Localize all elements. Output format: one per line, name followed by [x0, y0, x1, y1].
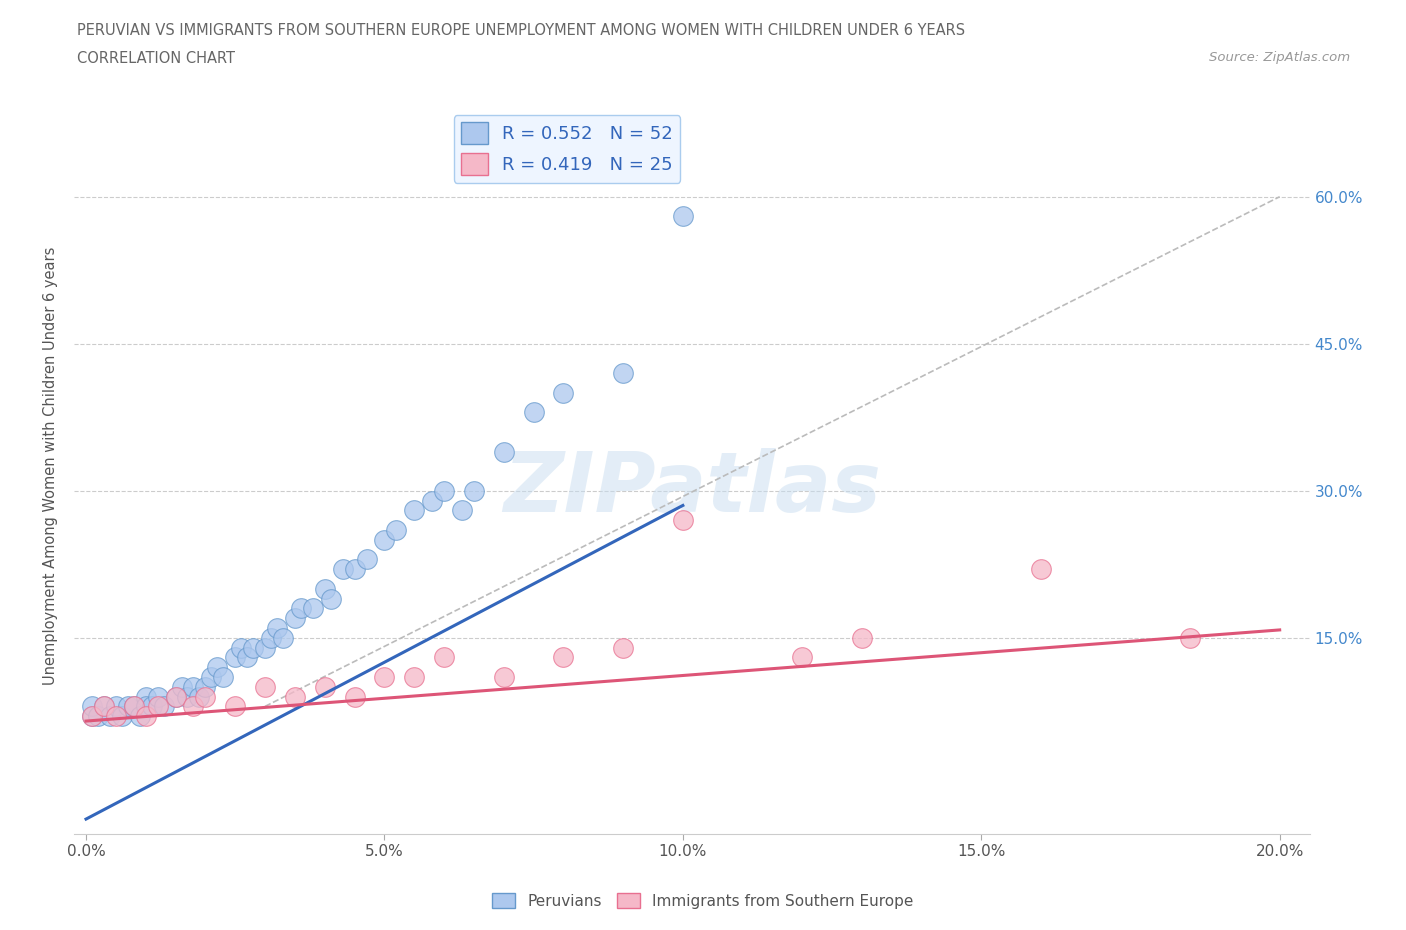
- Point: [128, 709, 150, 724]
- Point: [271, 631, 294, 645]
- Point: [433, 650, 456, 665]
- Legend: R = 0.552   N = 52, R = 0.419   N = 25: R = 0.552 N = 52, R = 0.419 N = 25: [454, 115, 681, 182]
- Point: [553, 385, 575, 400]
- Point: [319, 591, 342, 606]
- Point: [200, 670, 222, 684]
- Point: [851, 631, 873, 645]
- Text: PERUVIAN VS IMMIGRANTS FROM SOUTHERN EUROPE UNEMPLOYMENT AMONG WOMEN WITH CHILDR: PERUVIAN VS IMMIGRANTS FROM SOUTHERN EUR…: [77, 23, 966, 38]
- Point: [373, 532, 395, 547]
- Point: [523, 405, 546, 419]
- Point: [242, 640, 264, 655]
- Point: [451, 503, 474, 518]
- Point: [188, 689, 211, 704]
- Point: [194, 689, 217, 704]
- Point: [122, 699, 145, 714]
- Point: [87, 709, 110, 724]
- Point: [492, 445, 515, 459]
- Point: [135, 699, 157, 714]
- Point: [176, 689, 198, 704]
- Point: [93, 699, 115, 714]
- Point: [612, 365, 634, 380]
- Point: [1178, 631, 1201, 645]
- Point: [404, 670, 426, 684]
- Point: [146, 689, 169, 704]
- Point: [343, 689, 366, 704]
- Point: [332, 562, 354, 577]
- Point: [165, 689, 187, 704]
- Point: [224, 699, 246, 714]
- Point: [80, 709, 103, 724]
- Point: [260, 631, 283, 645]
- Point: [122, 699, 145, 714]
- Point: [553, 650, 575, 665]
- Point: [612, 640, 634, 655]
- Point: [301, 601, 323, 616]
- Point: [254, 679, 277, 694]
- Point: [111, 709, 134, 724]
- Point: [135, 689, 157, 704]
- Point: [672, 512, 695, 527]
- Point: [152, 699, 174, 714]
- Point: [165, 689, 187, 704]
- Point: [80, 699, 103, 714]
- Point: [314, 581, 336, 596]
- Point: [492, 670, 515, 684]
- Y-axis label: Unemployment Among Women with Children Under 6 years: Unemployment Among Women with Children U…: [44, 247, 58, 685]
- Point: [385, 523, 408, 538]
- Point: [194, 679, 217, 694]
- Point: [672, 209, 695, 224]
- Point: [373, 670, 395, 684]
- Legend: Peruvians, Immigrants from Southern Europe: Peruvians, Immigrants from Southern Euro…: [486, 886, 920, 915]
- Point: [284, 689, 307, 704]
- Point: [183, 699, 205, 714]
- Point: [104, 699, 127, 714]
- Point: [792, 650, 814, 665]
- Point: [183, 679, 205, 694]
- Point: [135, 709, 157, 724]
- Point: [170, 679, 193, 694]
- Point: [404, 503, 426, 518]
- Text: CORRELATION CHART: CORRELATION CHART: [77, 51, 235, 66]
- Point: [254, 640, 277, 655]
- Point: [80, 709, 103, 724]
- Point: [207, 659, 229, 674]
- Point: [463, 484, 485, 498]
- Point: [266, 620, 288, 635]
- Point: [236, 650, 259, 665]
- Point: [231, 640, 253, 655]
- Text: Source: ZipAtlas.com: Source: ZipAtlas.com: [1209, 51, 1350, 64]
- Point: [343, 562, 366, 577]
- Point: [224, 650, 246, 665]
- Point: [212, 670, 235, 684]
- Point: [1029, 562, 1052, 577]
- Point: [420, 493, 443, 508]
- Point: [314, 679, 336, 694]
- Point: [284, 611, 307, 626]
- Point: [98, 709, 121, 724]
- Point: [146, 699, 169, 714]
- Point: [141, 699, 163, 714]
- Point: [104, 709, 127, 724]
- Point: [433, 484, 456, 498]
- Point: [117, 699, 139, 714]
- Point: [290, 601, 312, 616]
- Point: [356, 551, 378, 566]
- Text: ZIPatlas: ZIPatlas: [503, 447, 880, 529]
- Point: [93, 699, 115, 714]
